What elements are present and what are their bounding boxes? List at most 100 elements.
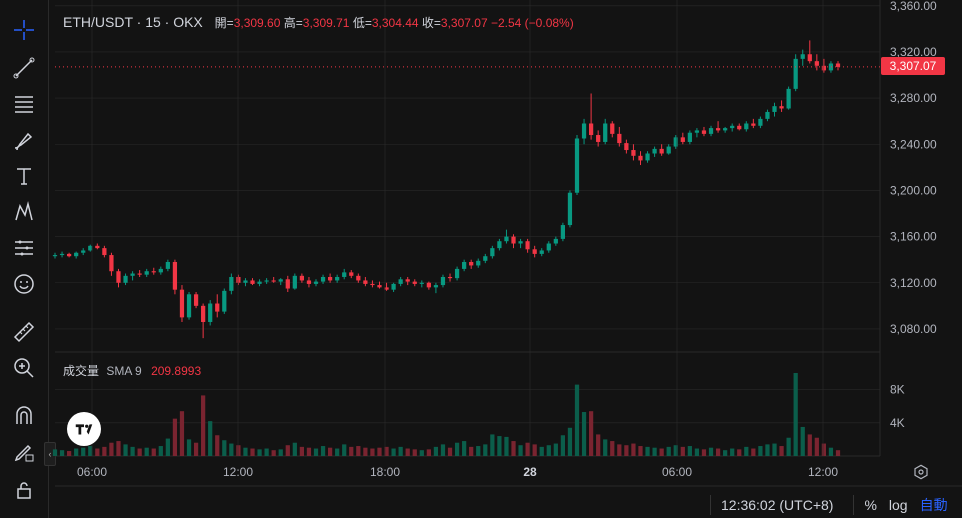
lock-draw-icon[interactable]	[10, 438, 38, 466]
magnet-icon[interactable]	[10, 402, 38, 430]
candle-body	[828, 63, 834, 71]
volume-bar	[313, 448, 319, 456]
volume-axis-label: 4K	[890, 416, 905, 430]
lock-icon[interactable]	[10, 476, 38, 504]
candle-body	[285, 279, 290, 289]
volume-bar	[419, 450, 424, 456]
price-axis-label: 3,160.00	[890, 230, 937, 244]
tradingview-logo-icon[interactable]	[67, 412, 101, 446]
candle-body	[821, 65, 827, 71]
price-axis-label: 3,120.00	[890, 276, 937, 290]
volume-bar	[271, 450, 276, 456]
candle-body	[631, 150, 636, 156]
candle-body	[433, 285, 439, 288]
volume-bar	[447, 447, 453, 456]
percent-scale-button[interactable]: %	[864, 497, 877, 513]
candle-body	[426, 282, 431, 288]
candle-body	[335, 276, 340, 281]
volume-bar	[342, 444, 347, 456]
trend-line-icon[interactable]	[10, 54, 38, 82]
candle-body	[518, 241, 523, 244]
divider	[853, 495, 855, 515]
volume-bar	[327, 447, 333, 456]
volume-bar	[398, 446, 403, 456]
volume-bar	[151, 448, 156, 456]
volume-bar	[440, 444, 446, 456]
volume-bar	[687, 446, 692, 456]
time-axis-label: 28	[523, 465, 537, 479]
candle-body	[447, 276, 453, 279]
volume-axis-label: 8K	[890, 383, 905, 397]
candle-body	[624, 143, 629, 151]
volume-bar	[751, 448, 756, 456]
open-label: 開=	[214, 16, 234, 30]
volume-bar	[264, 448, 269, 456]
volume-bar	[377, 447, 382, 456]
volume-bar	[567, 427, 573, 456]
time-axis-label: 12:00	[223, 465, 253, 479]
prediction-icon[interactable]	[10, 234, 38, 262]
low-label: 低=	[352, 16, 372, 30]
zoom-in-icon[interactable]	[10, 354, 38, 382]
candle-body	[617, 133, 622, 144]
time-axis-label: 06:00	[662, 465, 692, 479]
volume-value: 209.8993	[151, 364, 202, 378]
volume-bar	[673, 445, 678, 456]
volume-bar	[186, 439, 192, 456]
volume-bar	[610, 441, 615, 456]
candle-body	[81, 250, 86, 253]
volume-bar	[603, 439, 608, 456]
volume-bar	[81, 447, 86, 456]
volume-bar	[476, 446, 481, 456]
volume-bar	[462, 441, 467, 456]
volume-bar	[426, 449, 431, 456]
auto-scale-button[interactable]: 自動	[919, 497, 948, 513]
volume-bar	[497, 436, 502, 456]
volume-bar	[581, 412, 587, 456]
log-scale-button[interactable]: log	[888, 497, 908, 513]
volume-bar	[624, 445, 629, 456]
candle-body	[250, 280, 255, 284]
emoji-icon[interactable]	[10, 270, 38, 298]
candle-body	[151, 271, 156, 273]
fib-retracement-icon[interactable]	[10, 90, 38, 118]
volume-bar	[546, 445, 551, 456]
text-icon[interactable]	[10, 162, 38, 190]
clock-timezone[interactable]: 12:36:02 (UTC+8)	[721, 497, 834, 513]
volume-bar	[701, 449, 707, 456]
volume-bar	[631, 443, 636, 456]
candle-body	[440, 276, 446, 286]
volume-bar	[821, 443, 827, 456]
volume-bar	[102, 446, 107, 456]
volume-bar	[405, 448, 410, 456]
price-axis-label: 3,080.00	[890, 322, 937, 336]
candle-body	[222, 290, 227, 312]
candle-body	[497, 241, 502, 249]
volume-bar	[116, 441, 121, 456]
candle-body	[320, 276, 326, 282]
candle-body	[102, 248, 107, 256]
candle-body	[462, 261, 467, 269]
crosshair-icon[interactable]	[10, 16, 38, 44]
symbol-title[interactable]: ETH/USDT · 15 · OKX	[63, 14, 203, 30]
volume-bar	[504, 436, 509, 456]
chart-settings-icon[interactable]	[913, 464, 929, 480]
candle-body	[807, 54, 812, 62]
brush-icon[interactable]	[10, 126, 38, 154]
volume-bar	[158, 446, 163, 456]
volume-name[interactable]: 成交量	[63, 364, 100, 378]
candle-body	[215, 303, 220, 312]
pattern-icon[interactable]	[10, 198, 38, 226]
candle-body	[666, 146, 671, 154]
candle-body	[701, 130, 707, 134]
volume-bar	[715, 448, 721, 456]
bottom-bar: 12:36:02 (UTC+8) % log 自動	[700, 494, 948, 516]
candle-body	[574, 138, 580, 193]
ruler-icon[interactable]	[10, 318, 38, 346]
candle-body	[257, 281, 262, 284]
volume-bar	[335, 448, 340, 456]
candle-body	[786, 88, 791, 109]
high-value: 3,309.71	[302, 16, 350, 30]
volume-bar	[250, 448, 255, 456]
